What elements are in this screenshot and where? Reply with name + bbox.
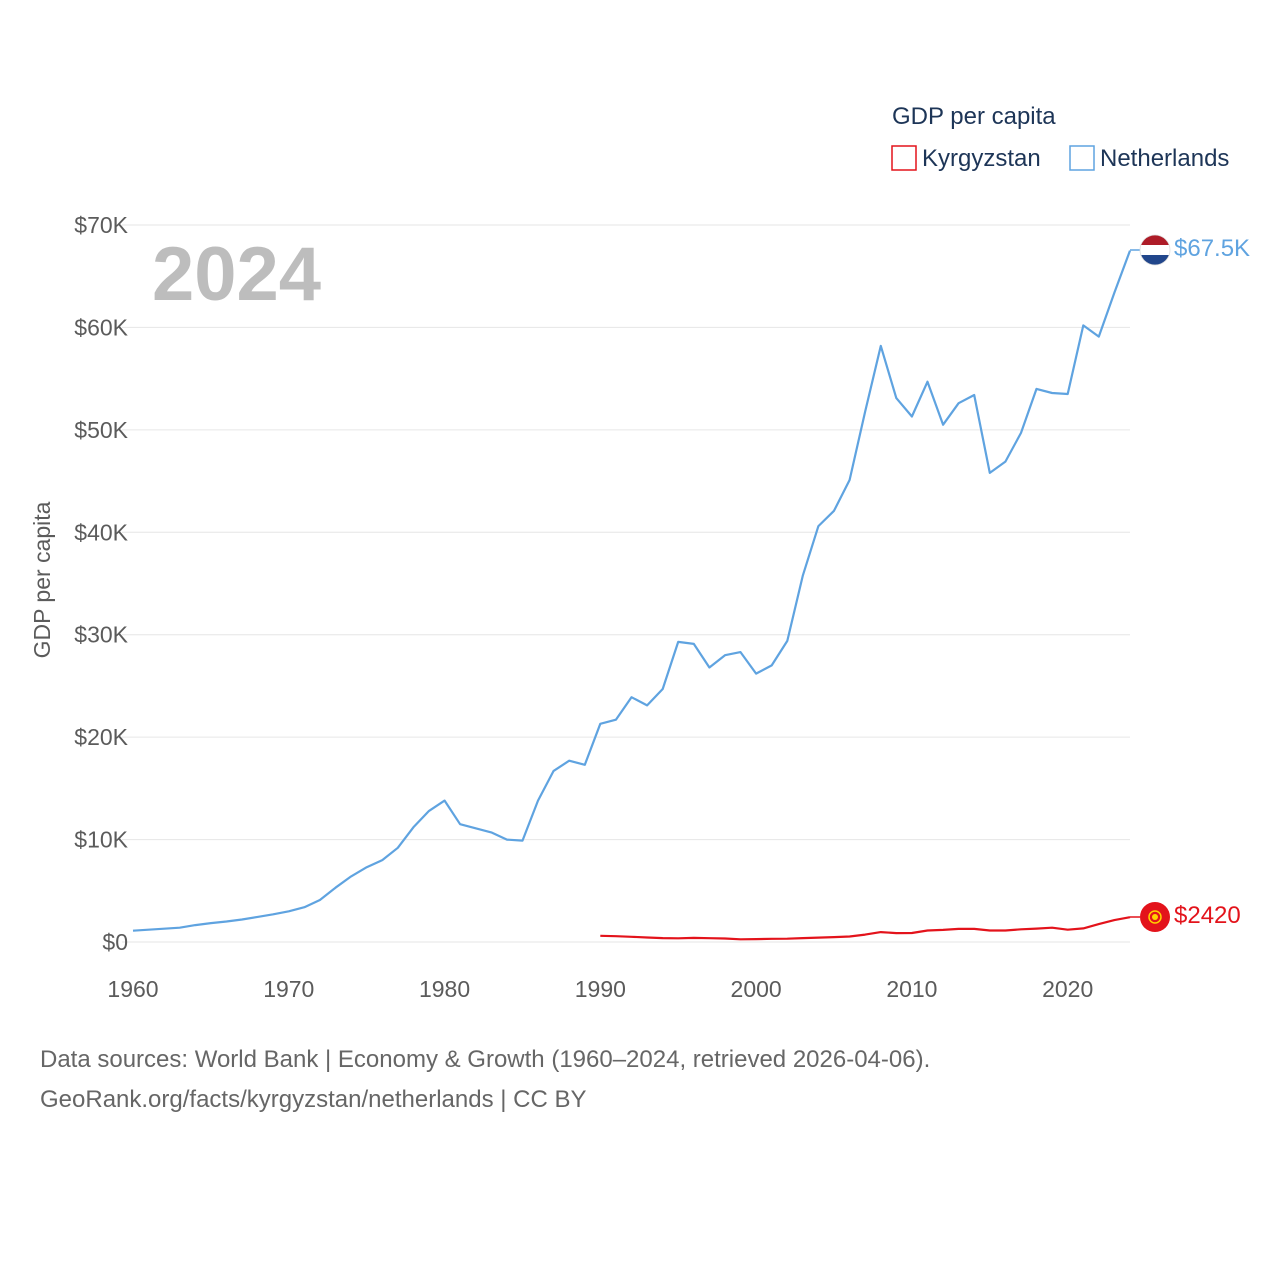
kyrgyzstan-flag-icon — [1130, 902, 1170, 932]
netherlands-flag-icon — [1130, 234, 1171, 266]
year-label: 2024 — [152, 232, 321, 317]
legend-swatch-netherlands[interactable] — [1069, 145, 1095, 171]
series-line-netherlands[interactable] — [132, 250, 1132, 932]
legend-title: GDP per capita — [892, 103, 1056, 130]
footer-source: Data sources: World Bank | Economy & Gro… — [40, 1040, 1240, 1120]
y-tick-label: $20K — [74, 724, 128, 750]
y-tick-label: $60K — [74, 314, 128, 340]
x-tick-label: 1970 — [263, 976, 314, 1002]
x-tick-label: 2020 — [1042, 976, 1093, 1002]
series-line-kyrgyzstan[interactable] — [600, 916, 1131, 941]
series-lines — [132, 250, 1132, 941]
legend: GDP per capita Kyrgyzstan Netherlands — [891, 103, 1229, 172]
legend-label-netherlands[interactable]: Netherlands — [1100, 145, 1229, 172]
y-tick-label: $40K — [74, 519, 128, 545]
x-axis-ticks: 1960 1970 1980 1990 2000 2010 2020 — [107, 976, 1093, 1002]
gridlines — [122, 224, 1130, 943]
y-tick-label: $10K — [74, 827, 128, 853]
y-tick-label: $30K — [74, 622, 128, 648]
y-tick-label: $0 — [102, 929, 128, 955]
y-tick-label: $50K — [74, 417, 128, 443]
x-tick-label: 2000 — [731, 976, 782, 1002]
x-tick-label: 1980 — [419, 976, 470, 1002]
footer-line-sources: Data sources: World Bank | Economy & Gro… — [40, 1046, 931, 1073]
footer-line-url: GeoRank.org/facts/kyrgyzstan/netherlands… — [40, 1086, 587, 1113]
end-label-kyrgyzstan: $2420 — [1174, 902, 1241, 929]
end-label-netherlands: $67.5K — [1174, 235, 1250, 262]
y-tick-label: $70K — [74, 212, 128, 238]
x-tick-label: 2010 — [886, 976, 937, 1002]
x-tick-label: 1990 — [575, 976, 626, 1002]
x-tick-label: 1960 — [107, 976, 158, 1002]
legend-label-kyrgyzstan[interactable]: Kyrgyzstan — [922, 145, 1041, 172]
legend-swatch-kyrgyzstan[interactable] — [891, 145, 917, 171]
y-axis-ticks: $0 $10K $20K $30K $40K $50K $60K $70K — [74, 212, 128, 955]
y-axis-title: GDP per capita — [29, 501, 55, 658]
